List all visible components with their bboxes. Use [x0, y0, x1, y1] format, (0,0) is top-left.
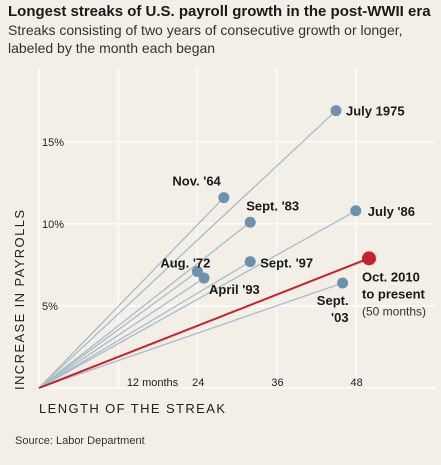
streak-point [244, 256, 256, 268]
streak-points [191, 105, 376, 289]
x-tick-label: 36 [271, 377, 283, 389]
point-labels: July 1975 Nov. '64 Sept. '83 July '86 Aug. '… [160, 104, 426, 325]
current-label: Oct. 2010 [362, 269, 420, 284]
streak-line [38, 221, 251, 389]
x-tick-label: 12 months [127, 377, 179, 389]
streak-point [244, 216, 256, 228]
point-label: Sept. '83 [246, 198, 299, 213]
current-streak-line [38, 257, 370, 389]
streak-line [38, 210, 357, 389]
tick-labels: 12 months 24 36 48 5% 10% 15% [42, 137, 363, 389]
chart-subtitle: Streaks consisting of two years of conse… [8, 22, 403, 56]
y-tick-label: 10% [42, 219, 64, 231]
streak-point [337, 277, 349, 289]
source-note: Source: Labor Department [15, 435, 145, 447]
x-axis-title: LENGTH OF THE STREAK [39, 401, 226, 416]
point-label: Nov. '64 [172, 174, 221, 189]
point-label: '03 [331, 310, 349, 325]
y-axis-title: INCREASE IN PAYROLLS [12, 209, 27, 390]
streak-point [198, 272, 210, 284]
point-label: Sept. '97 [260, 256, 313, 271]
grid-lines [38, 68, 435, 389]
streak-line [38, 261, 251, 389]
streak-line [38, 282, 343, 389]
current-sublabel: (50 months) [362, 304, 426, 318]
current-streak-point [362, 251, 376, 266]
point-label: July 1975 [346, 104, 405, 119]
streak-line [38, 277, 205, 389]
current-label: to present [362, 286, 426, 301]
x-tick-label: 24 [192, 377, 204, 389]
streak-line [38, 110, 337, 389]
streak-line [38, 197, 225, 389]
point-label: Sept. [317, 293, 349, 308]
y-tick-label: 5% [42, 301, 58, 313]
point-label: April '93 [209, 282, 260, 297]
point-label: Aug. '72 [160, 255, 210, 270]
point-label: July '86 [368, 204, 415, 219]
streak-point [330, 105, 342, 117]
streak-point [218, 192, 230, 204]
y-tick-label: 15% [42, 137, 64, 149]
chart-title: Longest streaks of U.S. payroll growth i… [8, 3, 431, 20]
streak-line [38, 270, 198, 389]
x-tick-label: 48 [351, 377, 363, 389]
streak-point [350, 205, 362, 217]
streak-lines [38, 110, 370, 389]
